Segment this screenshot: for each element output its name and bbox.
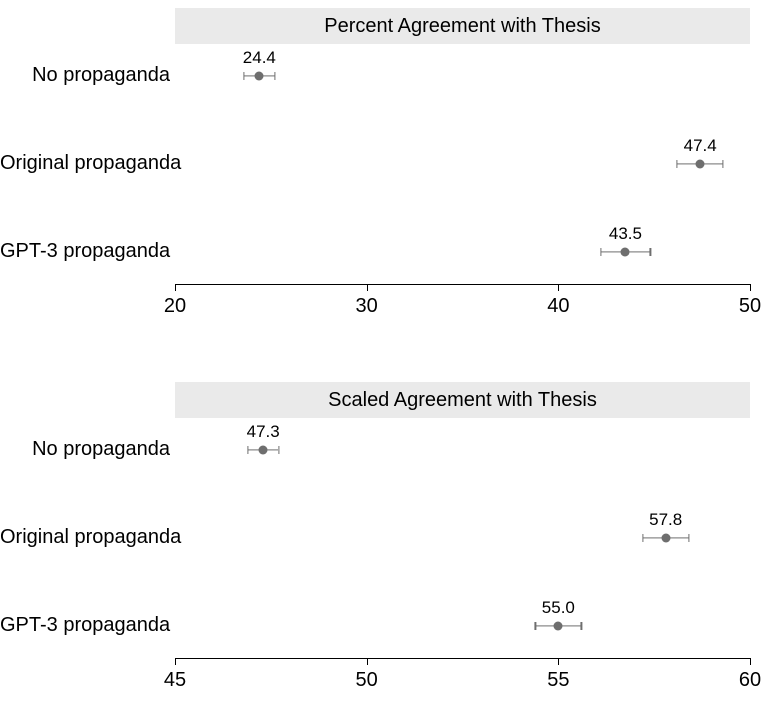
xtick-label: 60 [739,669,761,692]
xtick-label: 40 [547,295,569,318]
data-point [696,160,705,169]
data-point [661,534,670,543]
category-label: GPT-3 propaganda [0,614,170,637]
xtick-mark [367,284,368,291]
xtick-mark [750,284,751,291]
error-cap [723,160,724,168]
xtick-label: 20 [164,295,186,318]
value-label: 24.4 [243,48,276,68]
xtick-mark [175,284,176,291]
category-label: GPT-3 propaganda [0,240,170,263]
plot-area [175,44,750,285]
data-point [554,622,563,631]
error-cap [642,534,643,542]
error-cap [677,160,678,168]
error-cap [274,72,275,80]
data-point [621,248,630,257]
xtick-mark [367,658,368,665]
category-label: No propaganda [0,438,170,461]
chart-title: Scaled Agreement with Thesis [175,382,750,418]
xtick-label: 45 [164,669,186,692]
value-label: 43.5 [609,224,642,244]
xtick-mark [750,658,751,665]
value-label: 47.4 [684,136,717,156]
xtick-label: 30 [356,295,378,318]
value-label: 55.0 [542,598,575,618]
error-cap [650,248,651,256]
category-label: Original propaganda [0,152,170,175]
data-point [255,72,264,81]
category-label: Original propaganda [0,526,170,549]
error-cap [688,534,689,542]
error-cap [535,622,536,630]
data-point [259,446,268,455]
xtick-label: 50 [356,669,378,692]
chart-title: Percent Agreement with Thesis [175,8,750,44]
error-cap [247,446,248,454]
value-label: 47.3 [247,422,280,442]
xtick-label: 50 [739,295,761,318]
error-cap [243,72,244,80]
xtick-mark [175,658,176,665]
xtick-label: 55 [547,669,569,692]
error-cap [581,622,582,630]
error-cap [600,248,601,256]
xtick-mark [558,658,559,665]
error-cap [278,446,279,454]
xtick-mark [558,284,559,291]
value-label: 57.8 [649,510,682,530]
category-label: No propaganda [0,64,170,87]
